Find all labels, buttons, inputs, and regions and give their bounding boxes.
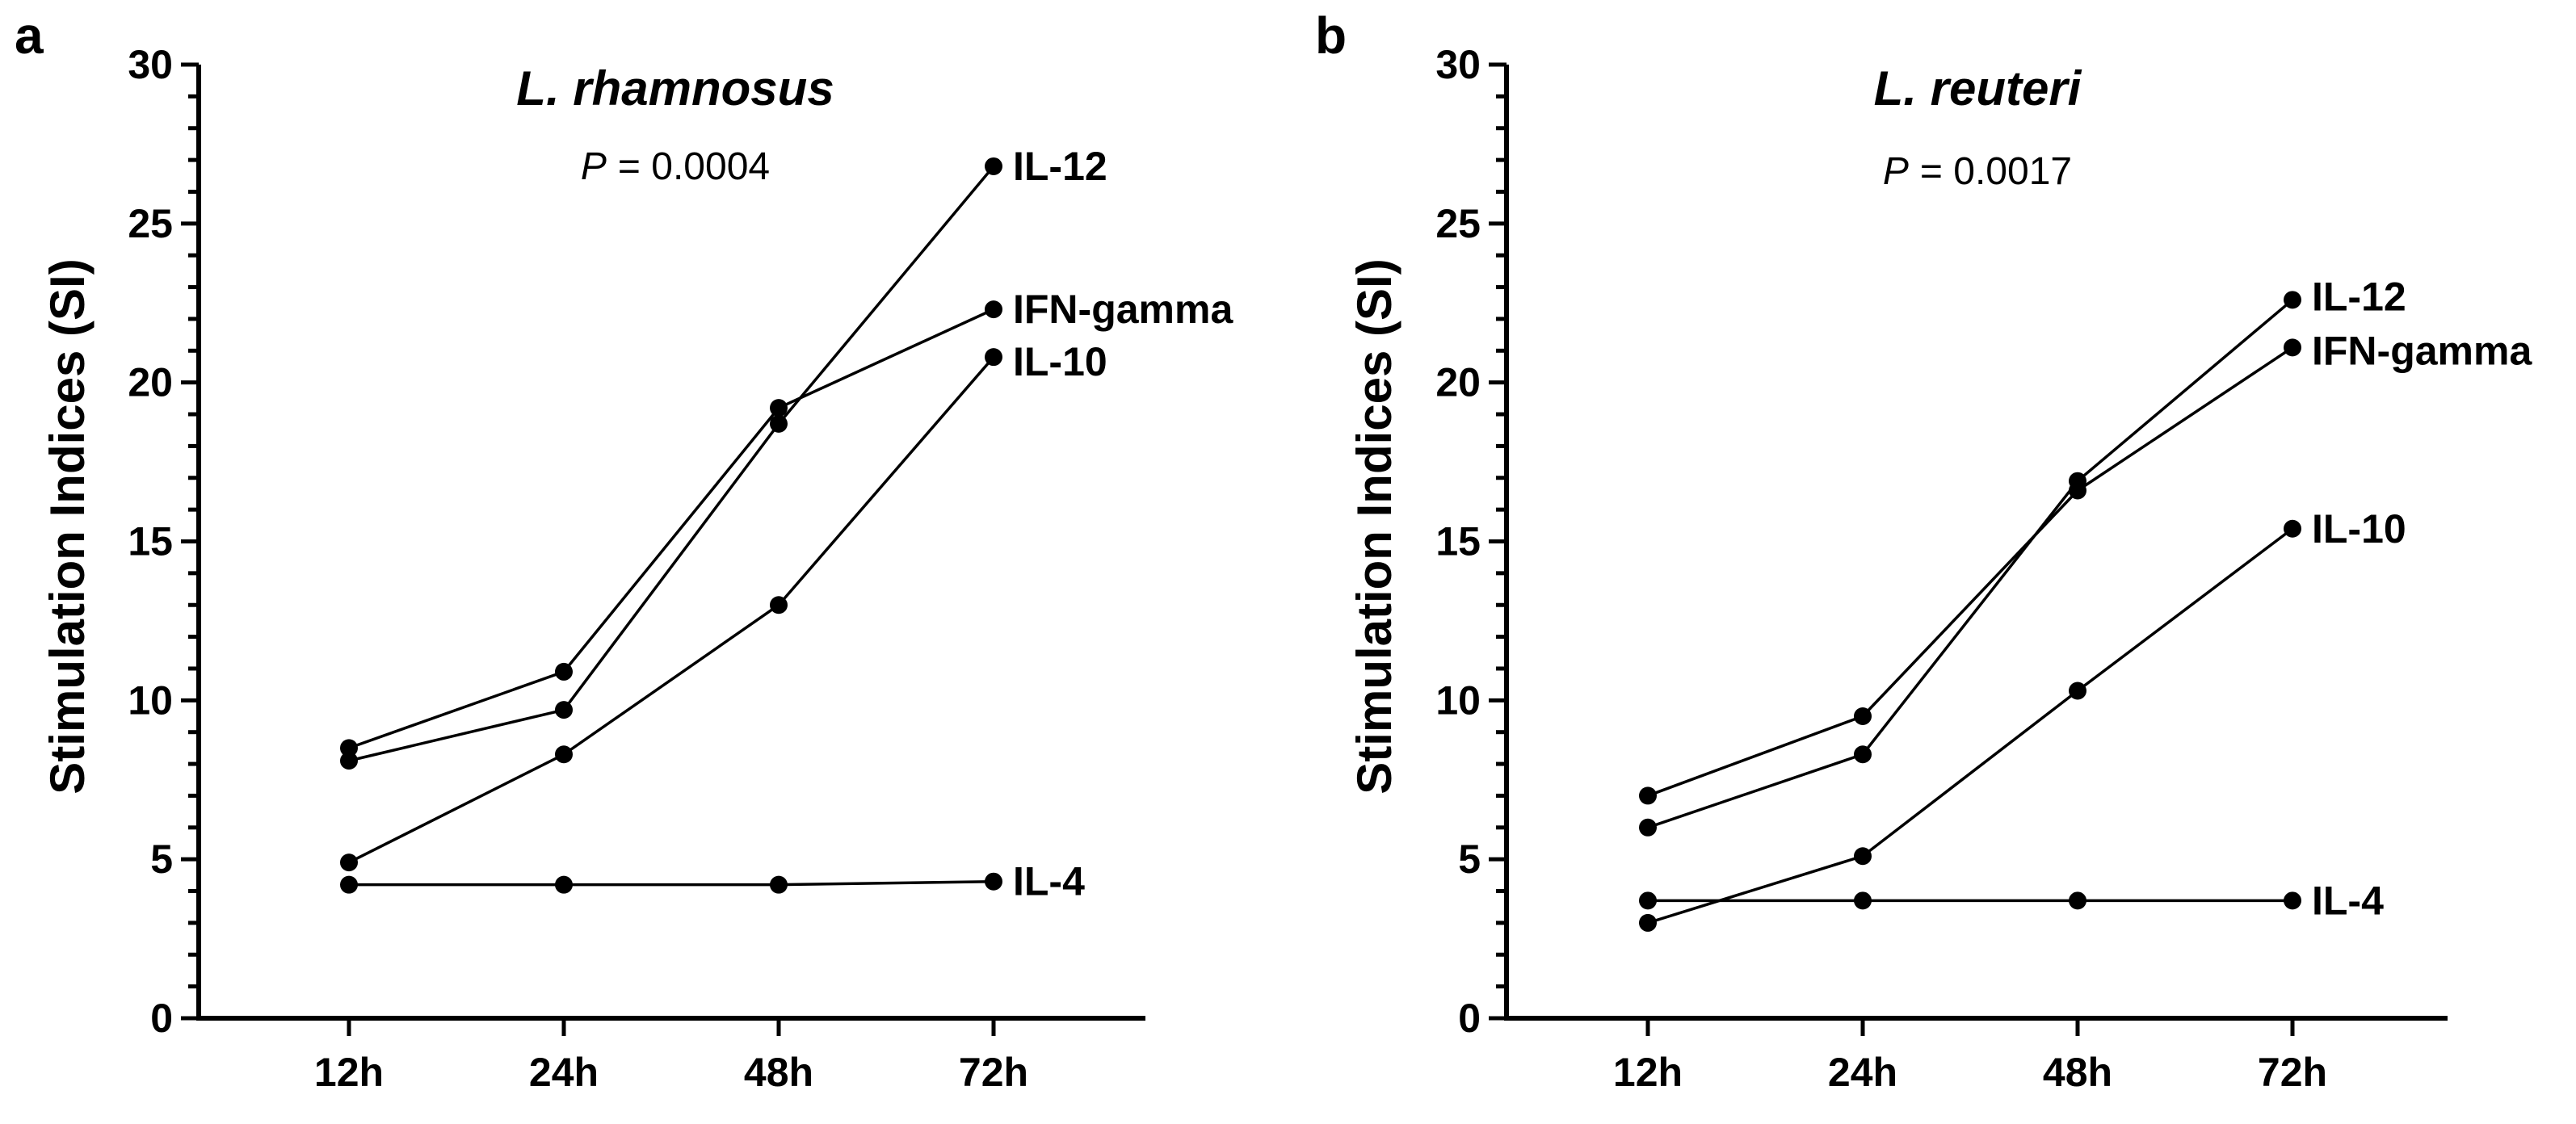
- data-point: [2284, 338, 2301, 357]
- y-tick-label: 10: [128, 677, 173, 723]
- y-tick-label: 5: [1458, 837, 1481, 882]
- series-il-10: IL-10: [1639, 506, 2406, 932]
- y-tick-label: 20: [1435, 360, 1481, 405]
- data-point: [985, 872, 1002, 891]
- data-point: [2069, 481, 2086, 500]
- chart-title: L. reuteri: [1874, 61, 2082, 115]
- x-tick-label: 24h: [529, 1050, 599, 1095]
- data-point: [340, 752, 358, 770]
- data-point: [2284, 519, 2301, 538]
- data-point: [985, 157, 1002, 175]
- data-point: [770, 414, 788, 433]
- panel-letter: a: [15, 6, 44, 65]
- data-point: [770, 875, 788, 894]
- series-line: [1647, 527, 2294, 925]
- p-value: = 0.0017: [1920, 150, 2072, 193]
- data-point: [1854, 847, 1872, 866]
- chart-title: L. rhamnosus: [516, 61, 834, 115]
- x-tick-label: 24h: [1828, 1050, 1897, 1095]
- series-il-12: IL-12: [1639, 274, 2406, 837]
- y-tick-label: 0: [150, 996, 173, 1041]
- x-tick-label: 12h: [314, 1050, 384, 1095]
- y-tick-label: 15: [1435, 519, 1481, 564]
- data-point: [340, 875, 358, 894]
- y-tick-label: 25: [128, 201, 173, 246]
- y-tick-label: 5: [150, 837, 173, 882]
- y-tick-label: 30: [128, 42, 173, 87]
- series-il-10: IL-10: [340, 339, 1107, 872]
- series-line: [1647, 298, 2294, 829]
- data-point: [985, 348, 1002, 367]
- x-tick-label: 48h: [744, 1050, 813, 1095]
- series-label: IL-4: [2312, 878, 2384, 923]
- y-tick-label: 10: [1435, 677, 1481, 723]
- data-point: [1639, 913, 1657, 932]
- series-label: IL-12: [2312, 274, 2406, 319]
- series-label: IFN-gamma: [2312, 328, 2532, 373]
- series-label: IL-10: [1013, 339, 1107, 384]
- series-label: IL-10: [2312, 506, 2406, 552]
- y-ticks: 0 5 10 15 20 25 30: [128, 42, 199, 1041]
- panel-letter: b: [1315, 6, 1347, 65]
- x-tick-label: 72h: [959, 1050, 1028, 1095]
- data-point: [1639, 818, 1657, 837]
- data-point: [2284, 891, 2301, 910]
- chart-panel-a: a L. rhamnosus P = 0.0004 Stimulation Ind…: [15, 6, 1233, 1095]
- y-ticks: 0 5 10 15 20 25 30: [1435, 42, 1507, 1041]
- p-symbol: P: [1883, 150, 1909, 193]
- y-tick-label: 0: [1458, 996, 1481, 1041]
- data-point: [1854, 745, 1872, 764]
- data-point: [2284, 291, 2301, 309]
- x-ticks: 12h 24h 48h 72h: [1613, 1018, 2327, 1095]
- x-ticks: 12h 24h 48h 72h: [314, 1018, 1028, 1095]
- series-group: IL-12 IFN-gamma IL-10 IL-4: [340, 144, 1233, 904]
- data-point: [555, 875, 573, 894]
- series-line: [1647, 346, 2293, 798]
- p-symbol: P: [581, 145, 607, 188]
- series-group: IL-12 IFN-gamma IL-10 IL-4: [1639, 274, 2532, 932]
- data-point: [985, 300, 1002, 319]
- data-point: [555, 701, 573, 719]
- x-tick-label: 12h: [1613, 1050, 1683, 1095]
- series-line: [348, 308, 994, 750]
- data-point: [555, 745, 573, 764]
- y-tick-label: 15: [128, 519, 173, 564]
- series-il-12: IL-12: [340, 144, 1107, 770]
- y-tick-label: 25: [1435, 201, 1481, 246]
- data-point: [1639, 891, 1657, 910]
- y-tick-label: 20: [128, 360, 173, 405]
- series-il-4: IL-4: [1639, 878, 2384, 923]
- data-point: [770, 399, 788, 417]
- series-line: [349, 879, 994, 887]
- p-value-annotation: P = 0.0004: [581, 145, 770, 188]
- series-il-4: IL-4: [340, 859, 1085, 904]
- data-point: [770, 596, 788, 614]
- series-label: IFN-gamma: [1013, 287, 1233, 332]
- series-label: IL-4: [1013, 859, 1085, 904]
- y-axis-title: Stimulation Indices (SI): [1347, 258, 1401, 794]
- chart-panel-b: b L. reuteri P = 0.0017 Stimulation Indic…: [1315, 6, 2532, 1095]
- y-axis-title: Stimulation Indices (SI): [40, 258, 95, 794]
- data-point: [1854, 891, 1872, 910]
- series-ifn-gamma: IFN-gamma: [1639, 328, 2532, 805]
- data-point: [340, 853, 358, 872]
- p-value-annotation: P = 0.0017: [1883, 150, 2072, 193]
- series-line: [348, 356, 995, 864]
- y-tick-label: 30: [1435, 42, 1481, 87]
- data-point: [1639, 786, 1657, 805]
- data-point: [2069, 682, 2086, 700]
- data-point: [2069, 891, 2086, 910]
- data-point: [1854, 707, 1872, 726]
- data-point: [340, 739, 358, 757]
- data-point: [555, 662, 573, 681]
- series-line: [348, 165, 995, 762]
- series-ifn-gamma: IFN-gamma: [340, 287, 1233, 757]
- series-label: IL-12: [1013, 144, 1107, 189]
- p-value: = 0.0004: [618, 145, 770, 188]
- x-tick-label: 72h: [2258, 1050, 2327, 1095]
- x-tick-label: 48h: [2043, 1050, 2112, 1095]
